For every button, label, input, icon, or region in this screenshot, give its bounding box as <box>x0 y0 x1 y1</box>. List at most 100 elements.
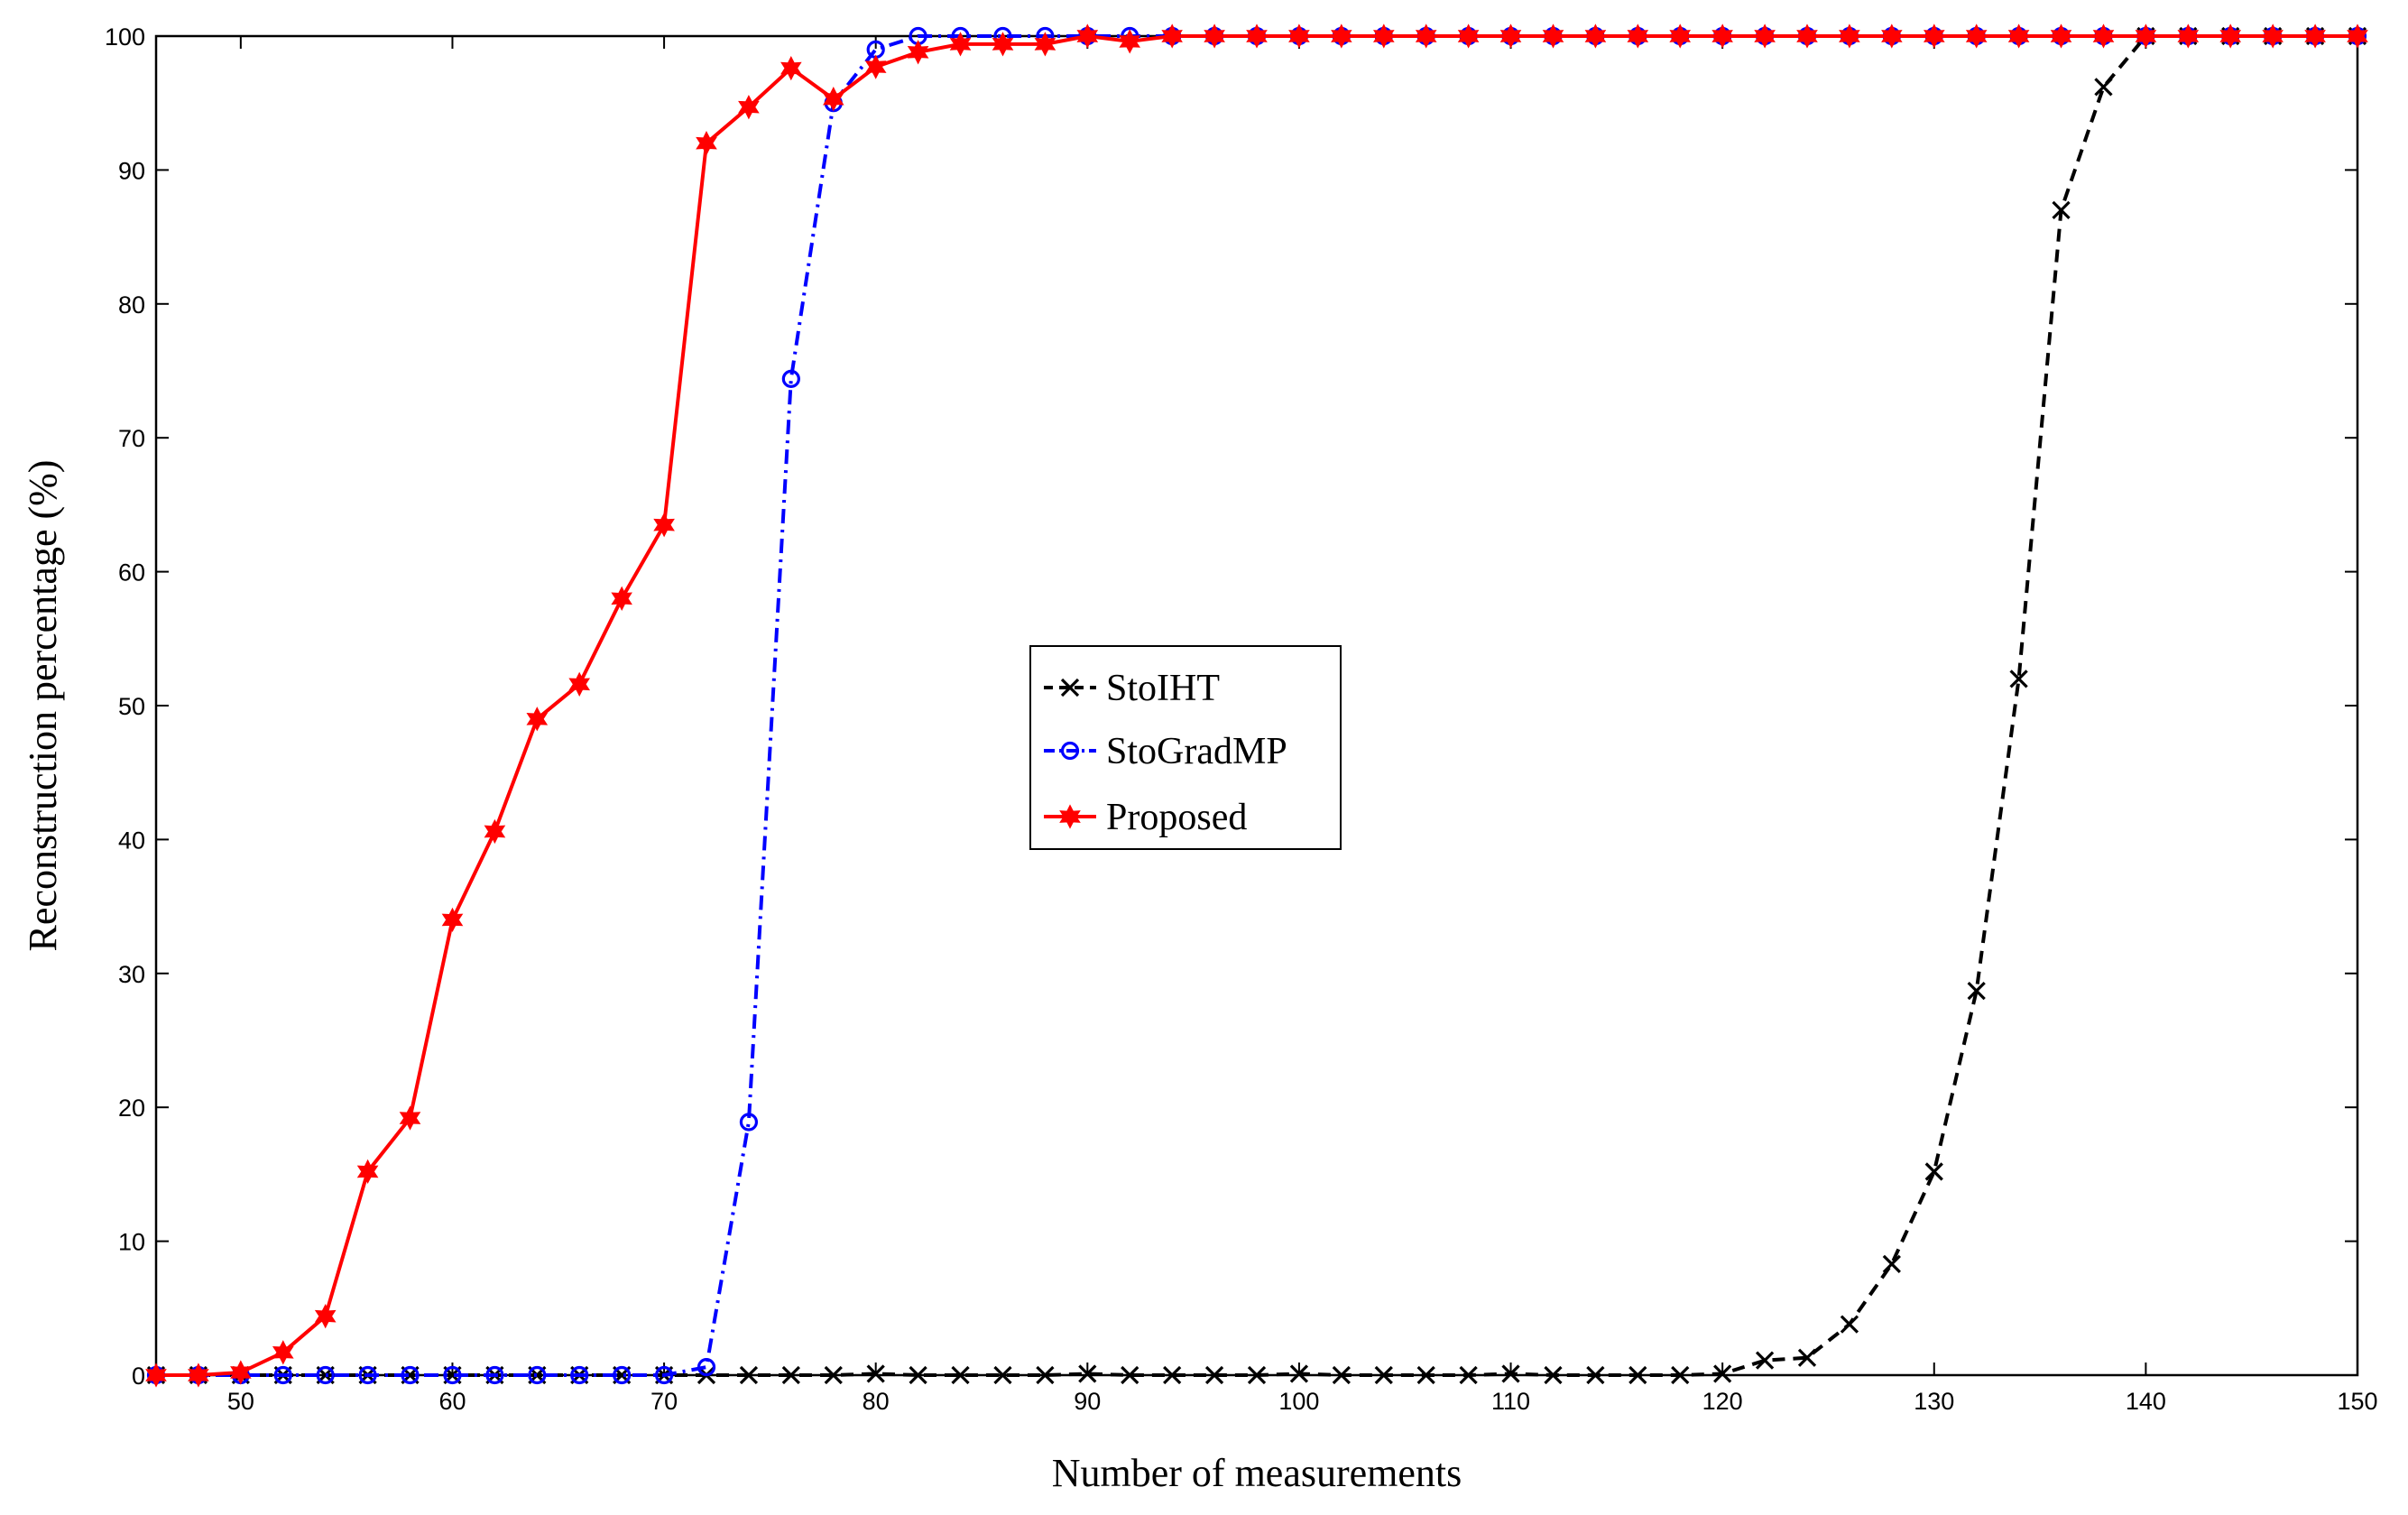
x-tick-label: 70 <box>650 1388 678 1415</box>
data-point <box>951 1365 970 1385</box>
data-point <box>822 87 844 112</box>
legend-marker <box>1060 741 1080 761</box>
legend-item: Proposed <box>1044 797 1247 838</box>
data-point <box>441 907 464 933</box>
x-tick-label: 50 <box>227 1388 254 1415</box>
data-point <box>1204 23 1225 49</box>
data-point <box>443 1365 462 1385</box>
data-point <box>611 586 632 611</box>
data-point <box>2262 23 2283 49</box>
data-point <box>1034 32 1056 57</box>
data-point <box>1627 23 1649 49</box>
data-point <box>1459 1365 1478 1385</box>
legend: StoIHT StoGradMP Proposed <box>1029 645 1342 850</box>
data-point <box>2094 78 2113 97</box>
data-point <box>1372 23 1395 49</box>
data-point <box>1796 23 1818 49</box>
data-point <box>1161 23 1183 49</box>
data-point <box>1078 1364 1097 1383</box>
x-tick-label: 110 <box>1491 1388 1530 1415</box>
data-point <box>484 818 506 845</box>
data-point <box>2347 23 2368 49</box>
data-point <box>653 513 675 538</box>
data-point <box>739 1113 759 1132</box>
data-point <box>1247 1365 1267 1385</box>
data-point <box>1416 1365 1435 1385</box>
series-Proposed <box>145 23 2368 1388</box>
data-point <box>1628 1365 1647 1385</box>
y-tick-label: 90 <box>118 157 145 184</box>
data-point <box>1671 1365 1690 1385</box>
data-point <box>2092 23 2115 49</box>
x-tick-label: 90 <box>1074 1388 1101 1415</box>
series-layer <box>145 23 2368 1388</box>
legend-item: StoGradMP <box>1044 731 1287 772</box>
x-tick-label: 150 <box>2337 1388 2377 1415</box>
data-point <box>356 1159 379 1185</box>
data-point <box>2219 23 2242 49</box>
y-tick-label: 50 <box>118 693 145 720</box>
data-point <box>1499 23 1522 49</box>
legend-marker <box>1060 678 1080 697</box>
data-point <box>358 1365 377 1385</box>
x-tick-label: 80 <box>863 1388 890 1415</box>
data-point <box>1163 1365 1182 1385</box>
data-point <box>1544 1365 1563 1385</box>
data-point <box>780 55 802 81</box>
data-point <box>739 1365 759 1385</box>
data-point <box>1246 23 1268 49</box>
data-point <box>824 1365 843 1385</box>
legend-marker <box>1059 804 1081 829</box>
data-point <box>909 1365 927 1385</box>
y-tick-label: 100 <box>105 23 145 51</box>
data-point <box>1713 1364 1732 1383</box>
y-tick-label: 30 <box>118 961 145 988</box>
data-point <box>568 671 591 697</box>
data-point <box>1755 1351 1775 1370</box>
data-point <box>2052 200 2071 220</box>
data-point <box>1711 23 1733 49</box>
legend-label: StoGradMP <box>1106 731 1287 772</box>
data-point <box>1881 23 1903 49</box>
data-point <box>1839 23 1860 49</box>
data-point <box>1289 1364 1309 1383</box>
data-point <box>781 1365 800 1385</box>
data-point <box>697 1357 716 1377</box>
x-tick-label: 100 <box>1278 1388 1319 1415</box>
data-point <box>1840 1315 1859 1334</box>
data-point <box>1586 1365 1605 1385</box>
y-tick-label: 10 <box>118 1229 145 1256</box>
data-point <box>1457 23 1480 49</box>
data-point <box>907 40 929 65</box>
data-point <box>993 1365 1012 1385</box>
data-point <box>864 54 887 79</box>
data-point <box>1374 1365 1393 1385</box>
y-tick-label: 70 <box>118 425 145 452</box>
data-point <box>485 1365 504 1385</box>
data-point <box>2007 23 2030 49</box>
data-point <box>1121 1365 1139 1385</box>
legend-label: StoIHT <box>1106 668 1220 709</box>
data-point <box>230 1360 252 1385</box>
data-point <box>781 369 800 389</box>
y-tick-label: 40 <box>118 827 145 854</box>
data-point <box>314 1304 337 1329</box>
data-point <box>272 1340 294 1365</box>
data-point <box>570 1365 589 1385</box>
x-tick-label: 60 <box>438 1388 466 1415</box>
axis-ticks: 50 60 70 80 90 100 110 120 130 140 150 0 10 20 30 40 50 6… <box>105 23 2378 1415</box>
data-point <box>1204 1365 1224 1385</box>
data-point <box>1332 1365 1351 1385</box>
data-point <box>738 95 760 120</box>
data-point <box>399 1105 421 1131</box>
legend-label: Proposed <box>1106 797 1247 838</box>
data-point <box>188 1363 209 1388</box>
data-point <box>1119 29 1141 54</box>
data-point <box>613 1365 632 1385</box>
data-point <box>2009 670 2028 688</box>
data-point <box>654 1365 674 1385</box>
data-point <box>526 707 549 732</box>
data-point <box>2304 23 2326 49</box>
x-tick-label: 120 <box>1702 1388 1743 1415</box>
